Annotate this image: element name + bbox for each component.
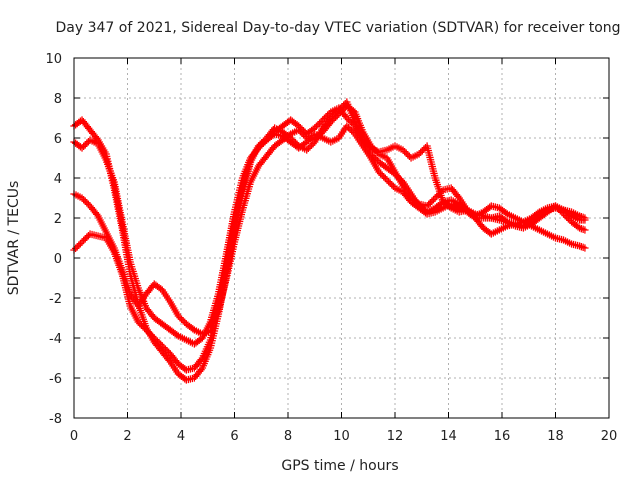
y-tick-label: -8 (49, 412, 62, 427)
x-tick-label: 6 (230, 429, 238, 444)
y-tick-label: 8 (54, 92, 62, 107)
x-tick-label: 4 (177, 429, 185, 444)
x-tick-label: 10 (333, 429, 350, 444)
data-point (581, 226, 589, 234)
data-points (70, 98, 589, 384)
y-tick-label: 0 (54, 252, 62, 267)
y-tick-label: 2 (54, 212, 62, 227)
grid-lines (74, 58, 609, 418)
x-tick-label: 0 (70, 429, 78, 444)
chart-title: Day 347 of 2021, Sidereal Day-to-day VTE… (55, 20, 620, 36)
y-tick-label: -2 (49, 292, 62, 307)
data-point (581, 214, 589, 222)
x-tick-label: 12 (387, 429, 404, 444)
y-tick-label: -4 (49, 332, 62, 347)
x-axis-label: GPS time / hours (281, 458, 398, 474)
y-tick-label: 6 (54, 132, 62, 147)
x-tick-label: 18 (547, 429, 564, 444)
series-sat-track-4 (70, 104, 589, 374)
y-tick-label: 10 (45, 52, 62, 67)
x-tick-label: 20 (601, 429, 618, 444)
y-tick-label: 4 (54, 172, 62, 187)
series-sat-track-2 (70, 122, 589, 348)
x-tick-label: 14 (440, 429, 457, 444)
y-tick-label: -6 (49, 372, 62, 387)
x-tick-label: 16 (494, 429, 511, 444)
data-point (581, 244, 589, 252)
x-tick-label: 8 (284, 429, 292, 444)
y-axis-label: SDTVAR / TECUs (6, 181, 22, 296)
axis-ticks: 0 2 4 6 8 10 12 14 16 18 20 -8 -6 -4 -2 0 2 4 6 8 10 (45, 52, 617, 444)
x-tick-label: 2 (123, 429, 131, 444)
